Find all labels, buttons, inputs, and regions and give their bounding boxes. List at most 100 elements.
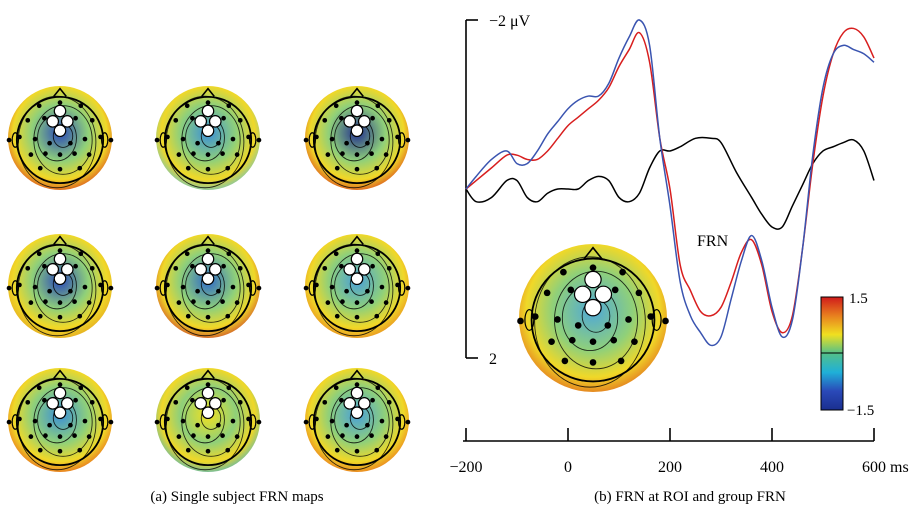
- nose: [201, 235, 215, 245]
- electrode: [43, 299, 48, 304]
- electrode: [395, 282, 400, 288]
- electrode: [647, 313, 655, 320]
- electrode: [333, 251, 339, 257]
- electrode: [191, 433, 196, 438]
- electrode: [237, 265, 243, 271]
- electrode: [68, 288, 73, 294]
- roi-electrode: [350, 104, 364, 118]
- electrode: [234, 152, 240, 157]
- electrode: [17, 416, 22, 422]
- electrode: [543, 289, 551, 297]
- electrode: [635, 289, 643, 297]
- electrode: [334, 165, 340, 171]
- electrode: [246, 282, 251, 288]
- electrode: [78, 251, 84, 257]
- electrode: [225, 313, 231, 319]
- electrode: [329, 136, 335, 142]
- electrode: [379, 136, 385, 142]
- electrode: [205, 448, 211, 454]
- nose: [201, 369, 215, 379]
- ear-right: [398, 132, 406, 148]
- roi-electrode: [46, 397, 60, 410]
- electrode: [369, 299, 374, 304]
- electrode: [625, 316, 632, 323]
- roi-electrode: [208, 397, 222, 410]
- electrode: [220, 299, 225, 304]
- electrode: [47, 288, 52, 294]
- electrode: [340, 299, 345, 304]
- electrode: [574, 322, 582, 329]
- topo-map-7: [6, 368, 114, 472]
- roi-electrode: [60, 263, 74, 276]
- single-subject-maps: [6, 86, 411, 472]
- electrode: [220, 433, 225, 438]
- electrode: [205, 100, 211, 105]
- roi-electrode: [350, 124, 364, 138]
- electrode: [354, 152, 360, 157]
- electrode: [6, 137, 12, 143]
- electrode: [28, 152, 34, 157]
- colorbar: 1.5 −1.5: [820, 291, 874, 419]
- ear-right: [398, 280, 406, 296]
- electrode: [25, 265, 31, 271]
- head-outline: [163, 95, 253, 185]
- roi-electrode: [53, 124, 67, 138]
- electrode: [365, 140, 370, 146]
- roi-electrode: [208, 115, 222, 128]
- electrode: [234, 300, 240, 305]
- electrode: [329, 284, 335, 290]
- electrode: [221, 115, 226, 121]
- electrode: [6, 419, 12, 425]
- electrode: [68, 422, 73, 428]
- electrode: [225, 165, 231, 171]
- electrode: [405, 285, 411, 291]
- electrode: [165, 282, 170, 288]
- topo-map-2: [154, 86, 262, 190]
- electrode: [205, 382, 211, 387]
- head-outline: [15, 95, 105, 185]
- electrode: [25, 117, 31, 123]
- electrode: [325, 152, 331, 157]
- roi-electrode: [201, 252, 215, 266]
- head-outline: [163, 243, 253, 333]
- electrode: [205, 248, 211, 253]
- electrode: [180, 136, 186, 142]
- roi-electrode: [201, 124, 215, 138]
- ear-left: [159, 132, 168, 148]
- series-lines: [465, 19, 875, 347]
- roi-electrode: [46, 263, 60, 276]
- electrode: [190, 263, 195, 269]
- roi-electrode: [350, 252, 364, 266]
- electrode: [365, 288, 370, 294]
- electrode: [375, 103, 381, 109]
- colorbar-max: 1.5: [849, 291, 868, 307]
- ear-right: [100, 414, 109, 430]
- electrode: [237, 399, 243, 405]
- electrode: [344, 140, 349, 146]
- electrode: [560, 268, 567, 276]
- ear-left: [11, 280, 19, 296]
- roi-electrode: [194, 397, 208, 410]
- roi-electrode: [208, 263, 222, 276]
- electrode: [28, 300, 34, 305]
- electrode: [662, 317, 669, 325]
- roi-electrode: [350, 272, 364, 286]
- ear-left: [308, 132, 317, 148]
- electrode: [98, 416, 103, 422]
- ear-right: [651, 309, 662, 331]
- electrode: [154, 419, 160, 425]
- electrode: [322, 265, 328, 271]
- caption-a: (a) Single subject FRN maps: [150, 489, 323, 505]
- electrode: [190, 397, 195, 403]
- electrode: [383, 434, 389, 439]
- electrode: [98, 282, 103, 288]
- electrode: [184, 103, 190, 109]
- electrode: [98, 134, 103, 140]
- electrode: [191, 151, 196, 156]
- electrode: [589, 359, 597, 366]
- roi-electrode: [201, 406, 215, 420]
- electrode: [190, 115, 195, 121]
- group-topo-map: [517, 244, 669, 392]
- electrode: [57, 100, 63, 105]
- roi-electrode: [584, 270, 602, 289]
